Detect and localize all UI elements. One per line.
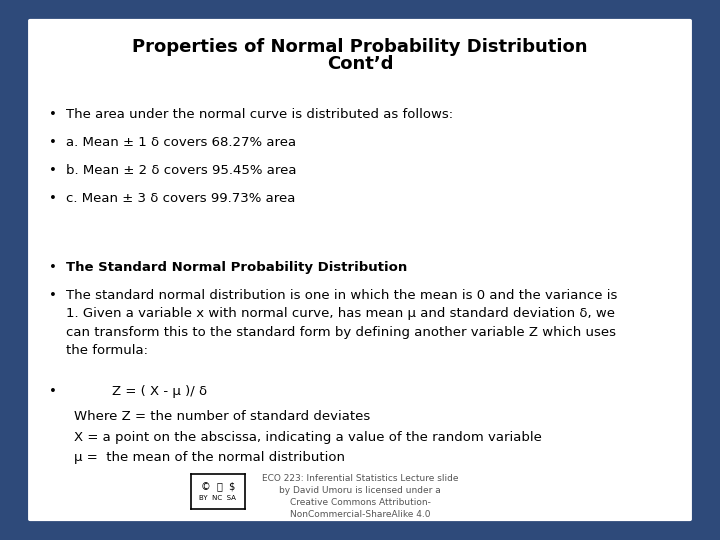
Text: •: •: [49, 192, 57, 205]
Text: X = a point on the abscissa, indicating a value of the random variable: X = a point on the abscissa, indicating …: [74, 431, 542, 444]
Text: •: •: [49, 261, 57, 274]
Text: •: •: [49, 108, 57, 121]
Text: ©  Ⓜ  $: © Ⓜ $: [201, 481, 235, 491]
Text: The Standard Normal Probability Distribution: The Standard Normal Probability Distribu…: [66, 261, 408, 274]
Text: b. Mean ± 2 δ covers 95.45% area: b. Mean ± 2 δ covers 95.45% area: [66, 164, 297, 177]
Text: Where Z = the number of standard deviates: Where Z = the number of standard deviate…: [74, 410, 370, 423]
Text: Cont’d: Cont’d: [327, 55, 393, 73]
Text: Properties of Normal Probability Distribution: Properties of Normal Probability Distrib…: [132, 38, 588, 56]
Text: •: •: [49, 289, 57, 302]
Text: c. Mean ± 3 δ covers 99.73% area: c. Mean ± 3 δ covers 99.73% area: [66, 192, 296, 205]
Text: •: •: [49, 164, 57, 177]
Text: Z = ( X - μ )/ δ: Z = ( X - μ )/ δ: [112, 385, 207, 398]
Text: ECO 223: Inferential Statistics Lecture slide
by David Umoru is licensed under a: ECO 223: Inferential Statistics Lecture …: [262, 474, 458, 518]
Text: μ =  the mean of the normal distribution: μ = the mean of the normal distribution: [74, 451, 345, 464]
Text: The area under the normal curve is distributed as follows:: The area under the normal curve is distr…: [66, 108, 454, 121]
Text: BY  NC  SA: BY NC SA: [199, 495, 236, 501]
Text: a. Mean ± 1 δ covers 68.27% area: a. Mean ± 1 δ covers 68.27% area: [66, 136, 297, 149]
Text: •: •: [49, 136, 57, 149]
Text: •: •: [49, 385, 57, 398]
Text: The standard normal distribution is one in which the mean is 0 and the variance : The standard normal distribution is one …: [66, 289, 618, 357]
